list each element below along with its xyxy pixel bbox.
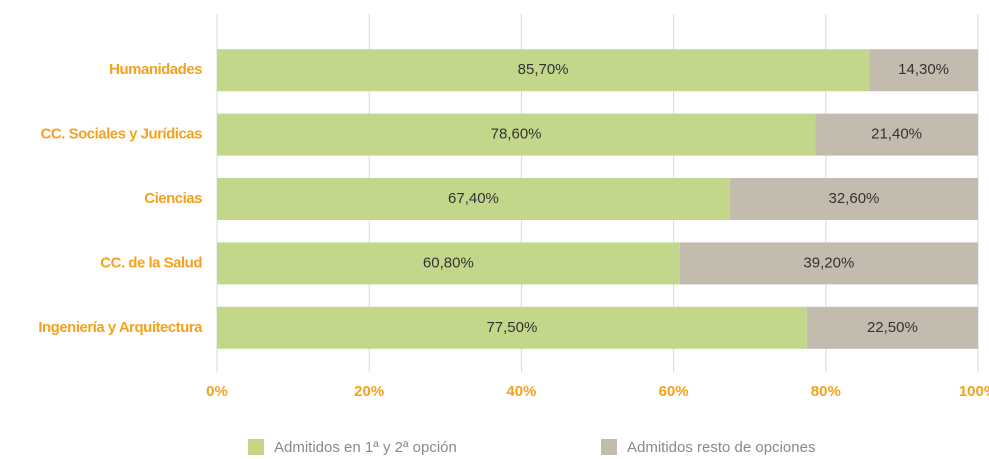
y-tick-label: Humanidades (109, 61, 202, 78)
legend-label: Admitidos en 1ª y 2ª opción (274, 439, 457, 456)
y-tick-label: Ciencias (144, 190, 202, 207)
x-tick-label: 100% (959, 383, 989, 400)
value-label: 78,60% (491, 126, 542, 143)
value-label: 39,20% (803, 254, 854, 271)
value-label: 67,40% (448, 190, 499, 207)
bar-segment (869, 49, 978, 92)
y-tick-label: CC. de la Salud (100, 254, 202, 271)
value-label: 60,80% (423, 254, 474, 271)
y-tick-label: Ingeniería y Arquitectura (38, 319, 203, 336)
legend-label: Admitidos resto de opciones (627, 439, 815, 456)
value-label: 22,50% (867, 319, 918, 336)
value-label: 14,30% (898, 61, 949, 78)
x-tick-label: 20% (354, 383, 384, 400)
bar-segment (217, 178, 730, 220)
y-tick-label: CC. Sociales y Jurídicas (41, 126, 203, 143)
value-label: 77,50% (486, 319, 537, 336)
x-tick-label: 0% (206, 383, 228, 400)
bar-segment (217, 306, 807, 349)
bar-segment (217, 242, 680, 285)
bar-segment (806, 306, 978, 349)
value-label: 85,70% (518, 61, 569, 78)
x-tick-label: 40% (506, 383, 536, 400)
bar-segment (815, 113, 978, 156)
legend-swatch (248, 439, 264, 455)
bar-segment (729, 178, 978, 220)
x-tick-label: 80% (811, 383, 841, 400)
value-label: 32,60% (829, 190, 880, 207)
legend-swatch (601, 439, 617, 455)
x-tick-label: 60% (659, 383, 689, 400)
bar-segment (217, 113, 816, 156)
bar-segment (679, 242, 978, 285)
bar-segment (217, 49, 870, 92)
value-label: 21,40% (871, 126, 922, 143)
